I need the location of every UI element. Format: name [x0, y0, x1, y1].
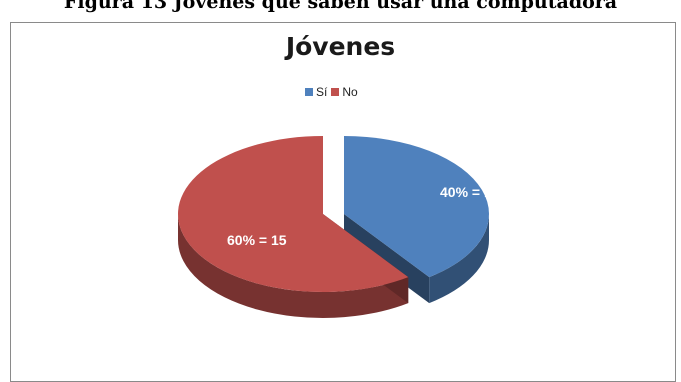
pie-slice-no — [177, 136, 409, 293]
legend-item-no: No — [331, 85, 358, 99]
legend-swatch-no — [331, 88, 340, 96]
slice-label-no: 60% = 15 — [227, 232, 287, 248]
pie-side-no-0 — [178, 214, 409, 319]
legend-label-no: No — [342, 85, 358, 99]
legend-swatch-si — [305, 88, 313, 96]
figure-caption: Figura 13 Jóvenes que saben usar una com… — [63, 0, 618, 13]
legend-item-si: Sí — [305, 85, 327, 99]
pie-slice-si — [344, 136, 489, 278]
chart-frame — [10, 22, 676, 382]
pie-chart: 40% = 10 60% = 15 — [177, 136, 500, 319]
pie-side-si-0 — [429, 214, 489, 304]
chart-title: Jóvenes — [285, 32, 396, 61]
legend: Sí No — [305, 85, 362, 99]
slice-label-si: 40% = 10 — [440, 184, 500, 200]
legend-label-si: Sí — [316, 85, 328, 99]
